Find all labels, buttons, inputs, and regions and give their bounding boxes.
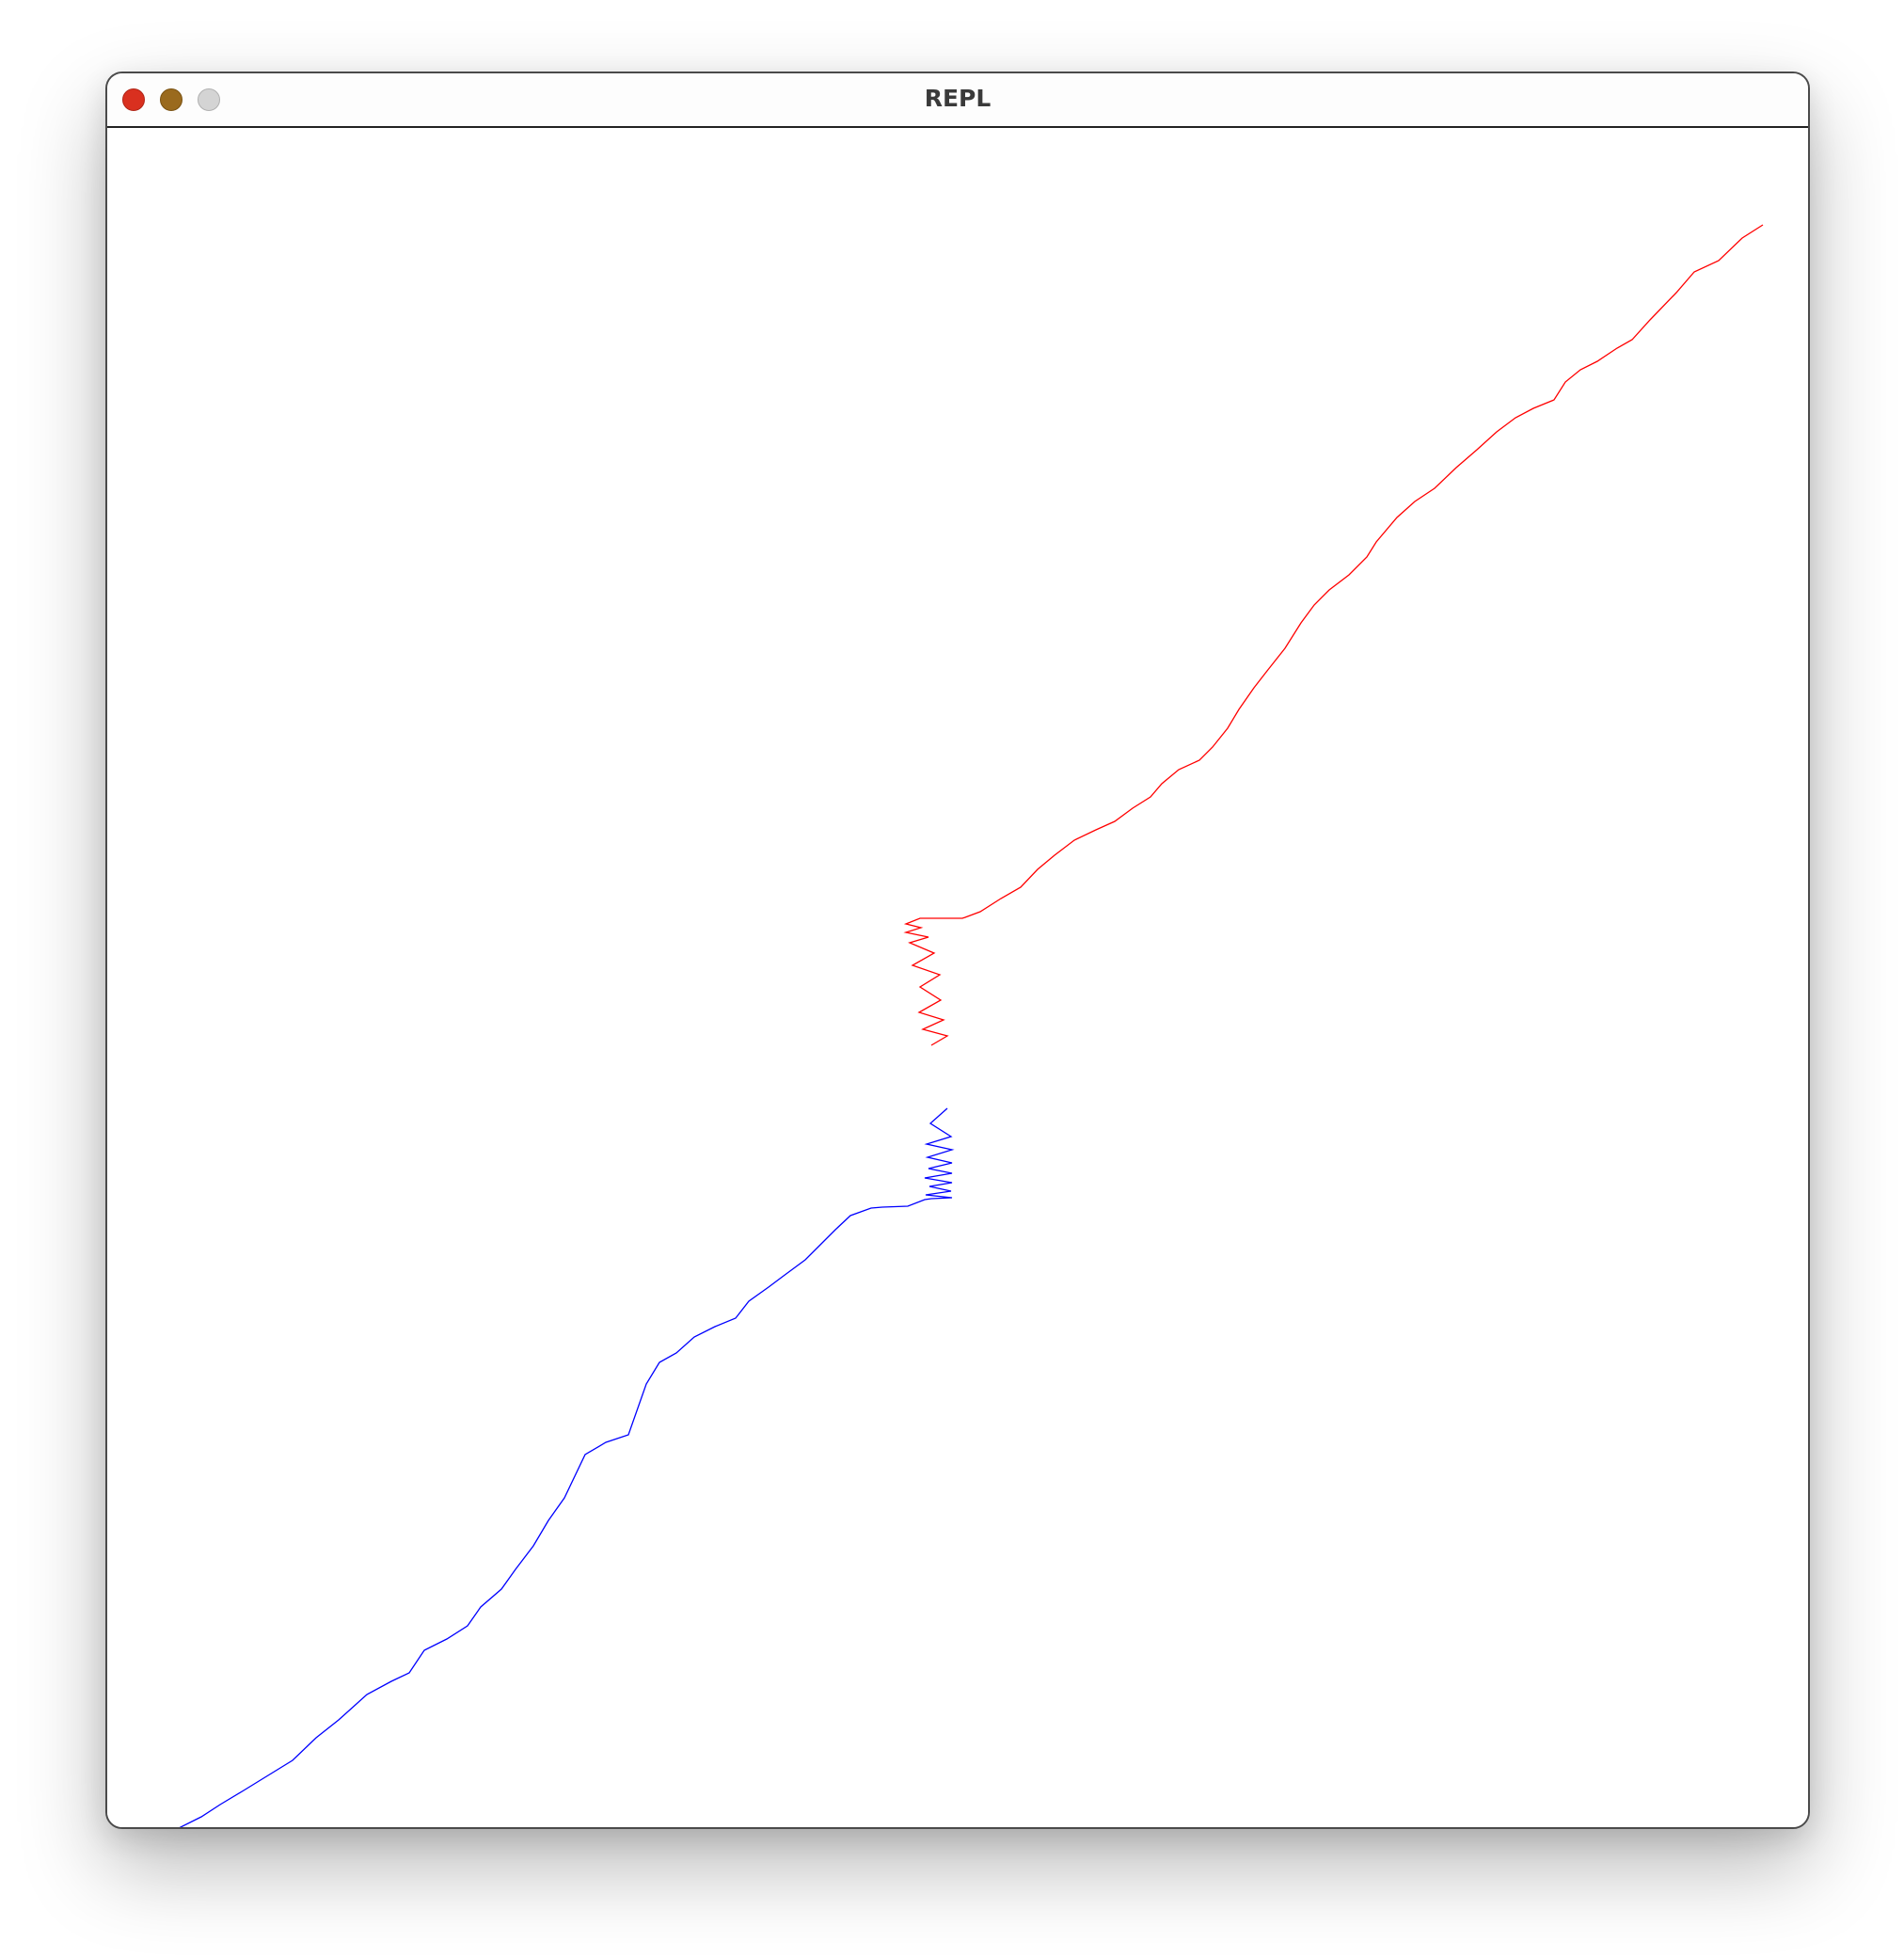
blue-trace — [179, 1107, 955, 1827]
title-bar[interactable]: REPL — [107, 73, 1808, 128]
plot-canvas — [107, 128, 1808, 1827]
repl-window: REPL — [105, 72, 1810, 1829]
minimize-icon[interactable] — [160, 88, 182, 111]
maximize-icon[interactable] — [198, 88, 220, 111]
red-trace — [903, 224, 1764, 1046]
window-title: REPL — [924, 85, 992, 112]
close-icon[interactable] — [122, 88, 145, 111]
plot-svg — [179, 224, 1764, 1827]
